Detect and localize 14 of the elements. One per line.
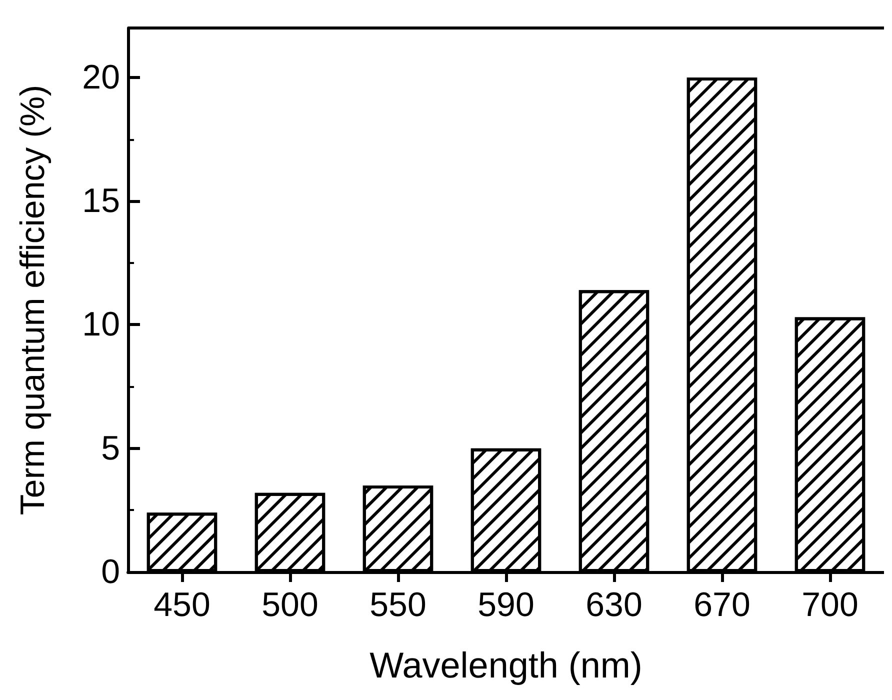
- x-tick-label: 500: [262, 586, 318, 624]
- x-tick-label: 700: [802, 586, 858, 624]
- x-tick-label: 590: [478, 586, 534, 624]
- y-tick-label: 20: [82, 58, 120, 96]
- y-axis-title: Term quantum efficiency (%): [14, 84, 52, 516]
- y-tick-label: 0: [101, 553, 120, 591]
- y-tick-label: 5: [101, 429, 120, 468]
- x-tick-label: 630: [586, 586, 642, 624]
- y-tick-label: 15: [82, 182, 120, 220]
- x-tick-label: 670: [694, 586, 750, 624]
- x-tick-label: 450: [154, 586, 210, 624]
- y-tick-label: 10: [82, 306, 120, 344]
- x-tick-label: 550: [370, 586, 426, 624]
- x-axis-title: Wavelength (nm): [370, 644, 642, 686]
